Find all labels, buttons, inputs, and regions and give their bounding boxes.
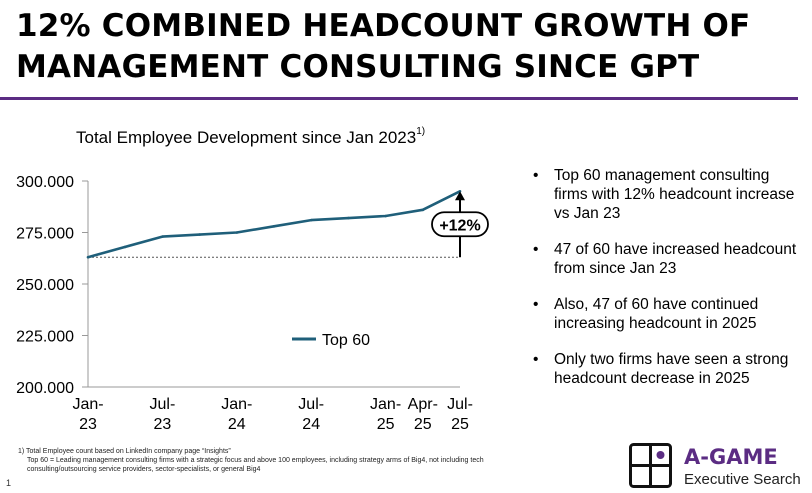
title-divider: [0, 97, 798, 100]
x-tick-label: 24: [302, 416, 320, 433]
x-tick-label: Apr-: [408, 396, 438, 413]
chart-title-text: Total Employee Development since Jan 202…: [76, 128, 417, 147]
logo-subtitle: Executive Search: [684, 471, 801, 488]
data-point: [347, 216, 350, 220]
x-tick-label: 24: [228, 416, 246, 433]
x-tick-label: Jul-: [150, 396, 176, 413]
growth-arrow-head: [455, 191, 465, 201]
y-tick-label: 275.000: [16, 226, 74, 243]
bullet-item: Also, 47 of 60 have continued increasing…: [533, 295, 803, 333]
key-findings-list: Top 60 management consulting firms with …: [533, 166, 803, 405]
x-tick-label: Jan-: [72, 396, 103, 413]
data-point: [272, 225, 276, 228]
growth-annotation-badge: [431, 211, 489, 238]
data-point: [86, 255, 90, 259]
headcount-line-chart: 300.000275.000250.000225.000200.000Jan-2…: [16, 174, 489, 433]
y-tick-label: 225.000: [16, 329, 74, 346]
y-tick-label: 200.000: [16, 380, 74, 397]
data-point: [309, 218, 313, 222]
data-point: [235, 231, 239, 234]
x-tick-label: Jul-: [447, 396, 473, 413]
series-line-top-60: [87, 190, 461, 259]
legend-label-top-60: Top 60: [322, 332, 370, 349]
data-point: [161, 235, 164, 238]
bullet-item: Only two firms have seen a strong headco…: [533, 350, 803, 388]
company-logo: A-GAME Executive Search: [629, 443, 809, 493]
data-point: [421, 208, 425, 212]
x-tick-label: 25: [377, 416, 395, 433]
logo-name: A-GAME: [684, 445, 778, 469]
footnote-2: Top 60 = Leading management consulting f…: [27, 457, 484, 473]
x-tick-label: Jul-: [298, 396, 324, 413]
x-tick-label: 25: [414, 416, 432, 433]
x-tick-label: 23: [79, 416, 97, 433]
footnotes: 1) Total Employee count based on LinkedI…: [18, 447, 498, 474]
data-point: [384, 214, 387, 218]
bullet-item: 47 of 60 have increased headcount from s…: [533, 240, 803, 278]
slide-title-line1: 12% COMBINED HEADCOUNT GROWTH OF: [16, 8, 751, 44]
x-tick-label: 23: [154, 416, 172, 433]
data-point: [198, 233, 201, 236]
slide-title: 12% COMBINED HEADCOUNT GROWTH OF MANAGEM…: [16, 6, 806, 88]
data-point: [123, 245, 127, 249]
bullet-item: Top 60 management consulting firms with …: [533, 166, 803, 223]
slide-title-line2: MANAGEMENT CONSULTING SINCE GPT: [16, 49, 700, 85]
chart-title-footnote-marker: 1): [416, 126, 426, 137]
chart-title: Total Employee Development since Jan 202…: [76, 126, 426, 148]
footnote-1: 1) Total Employee count based on LinkedI…: [18, 448, 231, 455]
y-tick-label: 250.000: [16, 277, 74, 294]
page-number: 1: [6, 478, 12, 488]
grid-logo-icon: [629, 443, 672, 488]
growth-annotation-label: +12%: [439, 217, 480, 234]
y-tick-label: 300.000: [16, 174, 74, 191]
x-tick-label: Jan-: [370, 396, 401, 413]
x-tick-label: 25: [451, 416, 469, 433]
x-tick-label: Jan-: [221, 396, 252, 413]
